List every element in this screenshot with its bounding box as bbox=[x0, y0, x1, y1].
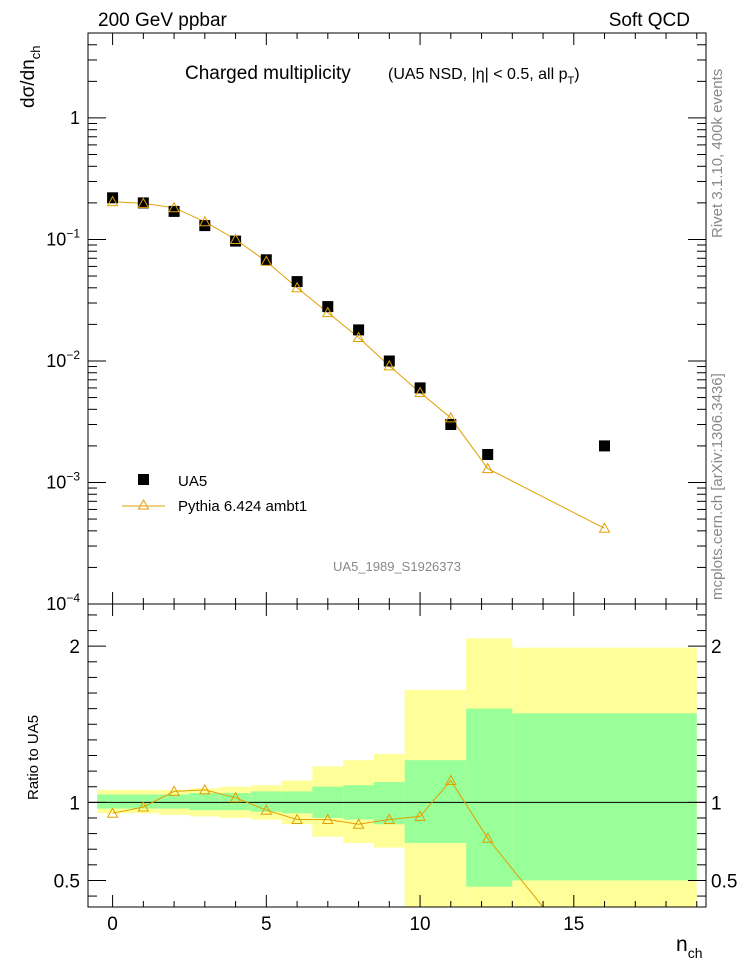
main-plot-frame bbox=[87, 32, 707, 605]
ratio-data-point bbox=[352, 818, 365, 829]
pythia-data-point bbox=[444, 411, 457, 423]
ratio-data-point bbox=[291, 813, 303, 824]
ratio-inner-band bbox=[97, 794, 128, 809]
analysis-watermark: UA5_1989_S1926373 bbox=[333, 559, 461, 574]
ua5-data-point bbox=[291, 276, 303, 288]
ratio-y-tick-label-right: 2 bbox=[711, 637, 722, 658]
pythia-data-point bbox=[321, 306, 334, 318]
ratio-data-point bbox=[137, 800, 150, 812]
main-plot-title: Charged multiplicity bbox=[185, 63, 351, 84]
pythia-data-point bbox=[106, 195, 119, 207]
legend-label-ua5: UA5 bbox=[178, 473, 207, 490]
x-axis-label: nch bbox=[676, 933, 702, 961]
x-tick-label: 0 bbox=[107, 914, 118, 935]
legend-marker-ua5 bbox=[138, 474, 149, 485]
ratio-data-point bbox=[168, 785, 180, 796]
ua5-data-point bbox=[599, 440, 610, 452]
main-y-tick-label: 10−4 bbox=[46, 591, 80, 614]
pythia-data-point bbox=[291, 281, 303, 293]
ua5-data-point bbox=[445, 419, 457, 430]
ratio-inner-band bbox=[404, 760, 467, 843]
pythia-data-point bbox=[168, 201, 180, 213]
legend-label-pythia: Pythia 6.424 ambt1 bbox=[178, 498, 307, 515]
pythia-data-point bbox=[598, 522, 611, 533]
ratio-data-point bbox=[383, 813, 396, 824]
ua5-data-point bbox=[482, 449, 494, 460]
ratio-data-point bbox=[260, 804, 273, 815]
x-tick-label: 5 bbox=[261, 914, 272, 935]
header-right: Soft QCD bbox=[609, 10, 690, 31]
ratio-inner-band bbox=[512, 713, 697, 881]
pythia-data-point bbox=[229, 233, 242, 244]
ua5-data-point bbox=[353, 324, 365, 336]
ratio-data-point bbox=[414, 810, 426, 821]
main-plot-marks bbox=[106, 192, 611, 533]
ratio-inner-band bbox=[251, 791, 282, 812]
legend-marker-pythia bbox=[137, 498, 150, 510]
pythia-data-point bbox=[352, 331, 365, 342]
main-y-tick-label: 1 bbox=[70, 108, 80, 128]
pythia-data-point bbox=[481, 462, 494, 474]
ratio-y-tick-label-right: 0.5 bbox=[711, 871, 737, 892]
ratio-y-tick-label-left: 1 bbox=[69, 793, 80, 814]
ratio-plot-panel: 0.5 0.5 1 1 2 2 0 5 10 15 Ratio to UA5 nch bbox=[25, 603, 738, 961]
pythia-data-point bbox=[414, 386, 426, 397]
ratio-inner-band bbox=[466, 708, 513, 887]
ratio-data-point bbox=[481, 832, 494, 843]
pythia-data-point bbox=[198, 215, 211, 227]
ua5-data-point bbox=[230, 235, 242, 247]
x-tick-label: 10 bbox=[409, 914, 430, 935]
ratio-y-axis-label: Ratio to UA5 bbox=[25, 715, 42, 800]
ratio-inner-band bbox=[158, 794, 190, 809]
ratio-data-point bbox=[198, 783, 211, 795]
main-plot-panel: 1 10−1 10−2 10−3 10−4 Charged multiplicity (… bbox=[18, 32, 707, 614]
main-plot-ticks bbox=[88, 32, 706, 605]
ratio-data-point bbox=[444, 774, 457, 785]
pythia-data-point bbox=[137, 197, 150, 208]
ratio-y-tick-label-left: 0.5 bbox=[54, 871, 80, 892]
main-y-axis-label: dσ/dnch bbox=[18, 46, 43, 108]
ua5-data-point bbox=[260, 254, 272, 266]
x-tick-label: 15 bbox=[563, 914, 584, 935]
ratio-data-point bbox=[229, 791, 242, 803]
main-y-tick-labels: 1 10−1 10−2 10−3 10−4 bbox=[46, 108, 80, 614]
main-y-tick-label: 10−3 bbox=[46, 469, 80, 492]
main-plot-subtitle: (UA5 NSD, |η| < 0.5, all pT) bbox=[388, 66, 580, 87]
pythia-data-point bbox=[260, 255, 273, 266]
main-y-tick-label: 10−2 bbox=[46, 348, 80, 371]
ratio-plot-marks bbox=[88, 638, 706, 908]
ratio-plot-ticks bbox=[88, 604, 706, 907]
ratio-tick-labels: 0.5 0.5 1 1 2 2 0 5 10 15 bbox=[54, 637, 738, 935]
main-y-tick-label: 10−1 bbox=[46, 226, 80, 249]
ua5-data-point bbox=[137, 197, 149, 209]
legend: UA5 Pythia 6.424 ambt1 bbox=[122, 473, 307, 515]
header-left: 200 GeV ppbar bbox=[98, 10, 228, 31]
pythia-data-point bbox=[383, 359, 396, 371]
ratio-y-tick-label-left: 2 bbox=[69, 637, 80, 658]
mcplots-source-text: mcplots.cern.ch [arXiv:1306.3436] bbox=[709, 373, 726, 600]
ratio-data-point bbox=[106, 807, 119, 818]
rivet-version-text: Rivet 3.1.10, 400k events bbox=[709, 69, 726, 238]
ratio-series-line bbox=[112, 779, 544, 908]
ratio-inner-band bbox=[373, 782, 405, 825]
ratio-inner-band bbox=[189, 793, 221, 811]
ratio-y-tick-label-right: 1 bbox=[711, 793, 722, 814]
ratio-data-point bbox=[321, 813, 334, 824]
ua5-data-point bbox=[107, 192, 119, 204]
